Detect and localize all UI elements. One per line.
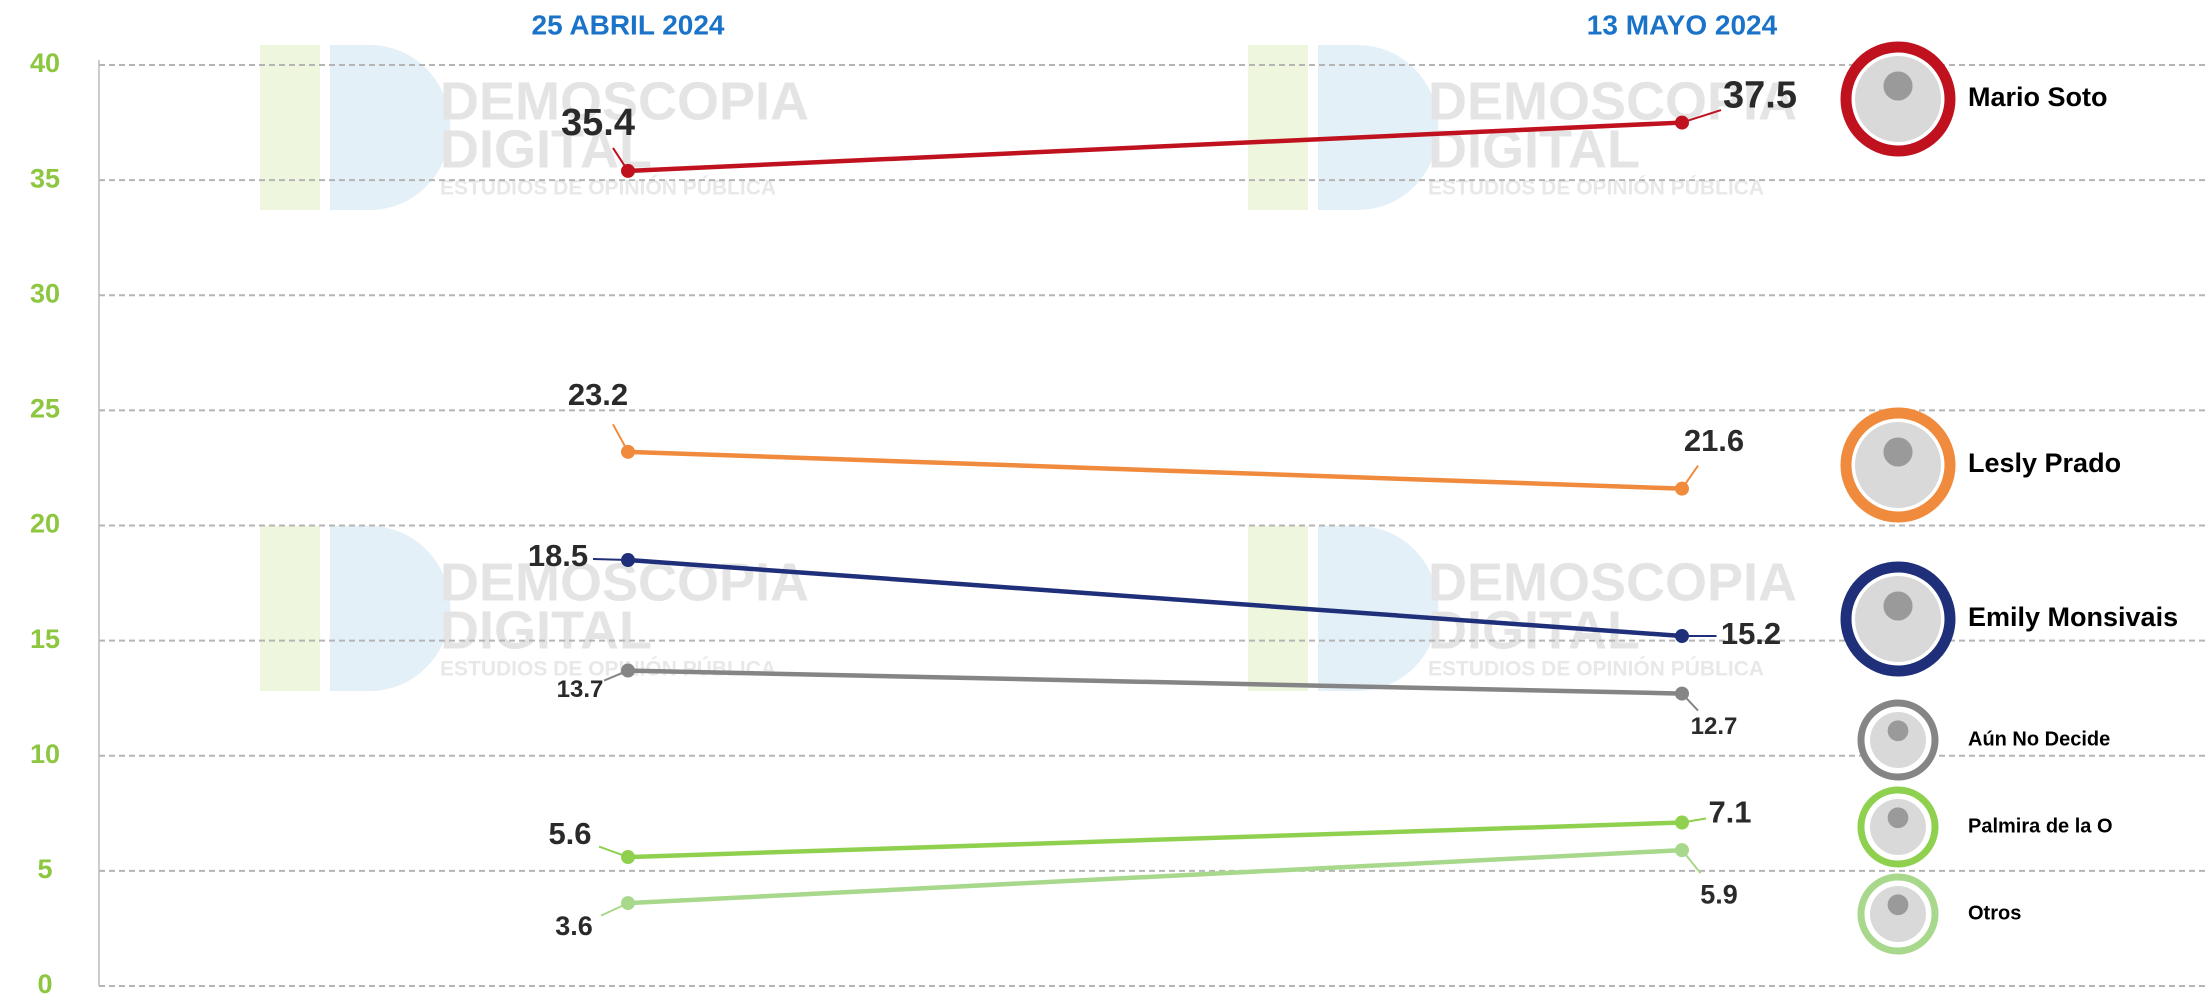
value-label: 37.5 bbox=[1723, 75, 1797, 117]
leader-line bbox=[1682, 466, 1698, 489]
y-tick-label: 10 bbox=[30, 739, 60, 769]
legend-label: Aún No Decide bbox=[1968, 728, 2110, 750]
watermark-logo bbox=[1248, 45, 1308, 210]
leader-line bbox=[1682, 850, 1701, 873]
legend-label: Otros bbox=[1968, 902, 2021, 924]
legend-label: Palmira de la O bbox=[1968, 815, 2113, 837]
leader-line bbox=[613, 424, 628, 452]
y-tick-label: 0 bbox=[37, 969, 52, 999]
watermark-logo bbox=[1318, 526, 1438, 691]
x-category-label: 25 ABRIL 2024 bbox=[532, 9, 725, 40]
legend-avatar-head bbox=[1888, 807, 1909, 828]
value-label: 5.9 bbox=[1700, 879, 1738, 909]
y-tick-label: 25 bbox=[30, 394, 60, 424]
legend-avatar-head bbox=[1883, 591, 1912, 620]
chart: DEMOSCOPIADIGITALESTUDIOS DE OPINIÓN PÚB… bbox=[0, 0, 2209, 1006]
watermark-logo bbox=[330, 526, 450, 691]
legend-label: Lesly Prado bbox=[1968, 448, 2121, 478]
watermark-logo bbox=[260, 45, 320, 210]
series-line bbox=[628, 823, 1682, 858]
value-label: 23.2 bbox=[568, 377, 628, 412]
legend-label: Mario Soto bbox=[1968, 82, 2108, 112]
y-tick-label: 20 bbox=[30, 509, 60, 539]
y-tick-label: 5 bbox=[37, 854, 52, 884]
legend-avatar-head bbox=[1888, 720, 1909, 741]
value-label: 35.4 bbox=[561, 102, 635, 144]
series-line bbox=[628, 452, 1682, 489]
leader-line bbox=[601, 903, 628, 916]
legend-avatar-head bbox=[1888, 894, 1909, 915]
legend-avatar-head bbox=[1883, 437, 1912, 466]
y-tick-label: 30 bbox=[30, 278, 60, 308]
legend-label: Emily Monsivais bbox=[1968, 602, 2178, 632]
watermark-text: ESTUDIOS DE OPINIÓN PÚBLICA bbox=[1428, 657, 1764, 681]
y-tick-label: 15 bbox=[30, 624, 60, 654]
value-label: 5.6 bbox=[548, 816, 591, 851]
legend-avatar-head bbox=[1883, 71, 1912, 100]
watermark-logo bbox=[330, 45, 450, 210]
value-label: 21.6 bbox=[1684, 423, 1744, 458]
value-label: 13.7 bbox=[557, 676, 604, 703]
value-label: 3.6 bbox=[555, 911, 593, 941]
series-line bbox=[628, 850, 1682, 903]
y-tick-label: 35 bbox=[30, 163, 60, 193]
value-label: 7.1 bbox=[1708, 795, 1751, 830]
watermark-text: ESTUDIOS DE OPINIÓN PÚBLICA bbox=[440, 657, 776, 681]
y-tick-label: 40 bbox=[30, 48, 60, 78]
watermark-logo bbox=[260, 526, 320, 691]
x-category-label: 13 MAYO 2024 bbox=[1587, 9, 1778, 40]
watermark-logo bbox=[1318, 45, 1438, 210]
value-label: 18.5 bbox=[528, 538, 588, 573]
leader-line bbox=[1682, 694, 1698, 711]
value-label: 12.7 bbox=[1691, 713, 1738, 740]
leader-line bbox=[593, 559, 628, 560]
watermark-text: DIGITAL bbox=[440, 600, 652, 660]
value-label: 15.2 bbox=[1721, 616, 1781, 651]
